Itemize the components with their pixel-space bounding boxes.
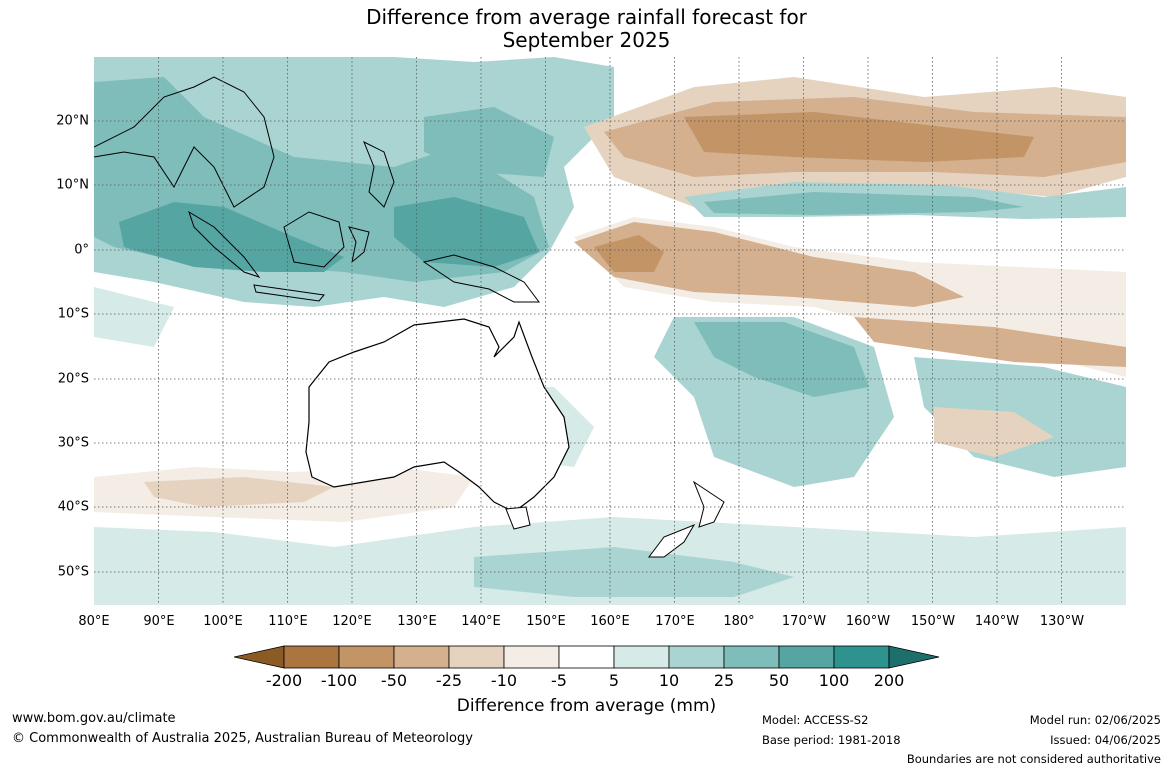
legend-title: Difference from average (mm) — [456, 696, 717, 716]
legend-label: 25 — [713, 671, 735, 690]
lon-label-90e: 90°E — [143, 614, 175, 629]
copyright-text: © Commonwealth of Australia 2025, Austra… — [12, 731, 473, 746]
anomaly-region-south-pacific-dry — [854, 317, 1126, 367]
anomaly-region-se-pacific-dry — [934, 407, 1054, 457]
australia-landmass — [305, 318, 570, 513]
anomaly-region-itcz-wet-strong — [704, 192, 1024, 215]
legend-swatch — [833, 645, 890, 669]
legend-label: -200 — [265, 671, 303, 690]
legend-label: 50 — [768, 671, 790, 690]
website-link[interactable]: www.bom.gov.au/climate — [12, 711, 176, 726]
lat-label-50s: 50°S — [57, 564, 89, 580]
legend-swatch — [338, 645, 395, 669]
legend-swatch — [393, 645, 450, 669]
new-guinea-landmass — [422, 254, 540, 303]
lat-label-40s: 40°S — [57, 499, 89, 515]
legend-label: -10 — [490, 671, 518, 690]
lon-label-170e: 170°E — [655, 614, 695, 629]
lon-label-140w: 140°W — [974, 614, 1020, 629]
lon-label-160w: 160°W — [845, 614, 891, 629]
anomaly-region-maritime-wet — [394, 197, 539, 267]
base-period-text: Base period: 1981-2018 — [762, 733, 901, 747]
asia-mainland — [94, 76, 275, 208]
legend-swatch — [668, 645, 725, 669]
map-title-line1: Difference from average rainfall forecas… — [366, 5, 807, 29]
legend-label: -25 — [435, 671, 463, 690]
anomaly-region-south-indian-wet — [94, 287, 174, 347]
legend-swatch — [283, 645, 340, 669]
sulawesi-landmass — [348, 226, 370, 264]
lon-label-170w: 170°W — [781, 614, 827, 629]
legend-swatch — [778, 645, 835, 669]
lat-label-10s: 10°S — [57, 306, 89, 322]
legend-label: 5 — [608, 671, 620, 690]
issued-text: Issued: 04/06/2025 — [1050, 733, 1161, 747]
map-title-line2: September 2025 — [502, 28, 671, 52]
lat-label-20s: 20°S — [57, 371, 89, 387]
legend-colorbar — [234, 645, 940, 669]
legend-label: -100 — [320, 671, 358, 690]
lat-label-30s: 30°S — [57, 435, 89, 451]
lon-label-180: 180° — [723, 614, 755, 629]
lon-label-130w: 130°W — [1039, 614, 1085, 629]
model-text: Model: ACCESS-S2 — [762, 713, 869, 727]
lon-label-160e: 160°E — [590, 614, 630, 629]
lat-label-10n: 10°N — [56, 177, 89, 193]
anomaly-region-equatorial-dry-core — [594, 235, 664, 272]
legend-swatches — [234, 645, 940, 669]
anomaly-region-southern-ocean-dry-strong — [144, 477, 334, 507]
legend-label: 200 — [873, 671, 905, 690]
lon-label-100e: 100°E — [203, 614, 243, 629]
legend-label: 100 — [818, 671, 850, 690]
lon-label-80e: 80°E — [78, 614, 110, 629]
lon-label-150e: 150°E — [526, 614, 566, 629]
lat-label-0: 0° — [74, 242, 89, 258]
anomaly-region-philippine-sea-wet — [424, 107, 554, 177]
legend-label: -5 — [551, 671, 567, 690]
java-landmass — [253, 284, 325, 302]
legend-swatch — [558, 645, 615, 669]
legend-swatch — [503, 645, 560, 669]
anomaly-region-south-pacific-wet-strong — [694, 322, 869, 397]
legend-swatch-max — [888, 645, 940, 669]
lon-label-150w: 150°W — [910, 614, 956, 629]
lon-label-120e: 120°E — [332, 614, 372, 629]
lon-label-140e: 140°E — [461, 614, 501, 629]
graticule — [94, 57, 1126, 605]
philippines-landmass — [363, 140, 395, 208]
legend-swatch-min — [234, 645, 285, 669]
new-zealand-south-island — [648, 523, 696, 558]
legend-label: 10 — [658, 671, 680, 690]
legend-label: -50 — [380, 671, 408, 690]
rainfall-map — [94, 57, 1126, 605]
disclaimer-text: Boundaries are not considered authoritat… — [906, 752, 1161, 766]
anomaly-region-equatorial-dry-strong — [574, 222, 964, 307]
lat-label-20n: 20°N — [56, 113, 89, 129]
tasmania-landmass — [505, 506, 531, 530]
new-zealand-north-island — [692, 480, 725, 528]
lon-label-110e: 110°E — [268, 614, 308, 629]
model-run-text: Model run: 02/06/2025 — [1029, 713, 1161, 727]
legend-swatch — [613, 645, 670, 669]
borneo-landmass — [283, 211, 345, 268]
anomaly-region-north-pacific-dry-core — [684, 112, 1034, 162]
legend-swatch — [723, 645, 780, 669]
lon-label-130e: 130°E — [397, 614, 437, 629]
legend-swatch — [448, 645, 505, 669]
sumatra-landmass — [188, 210, 261, 278]
